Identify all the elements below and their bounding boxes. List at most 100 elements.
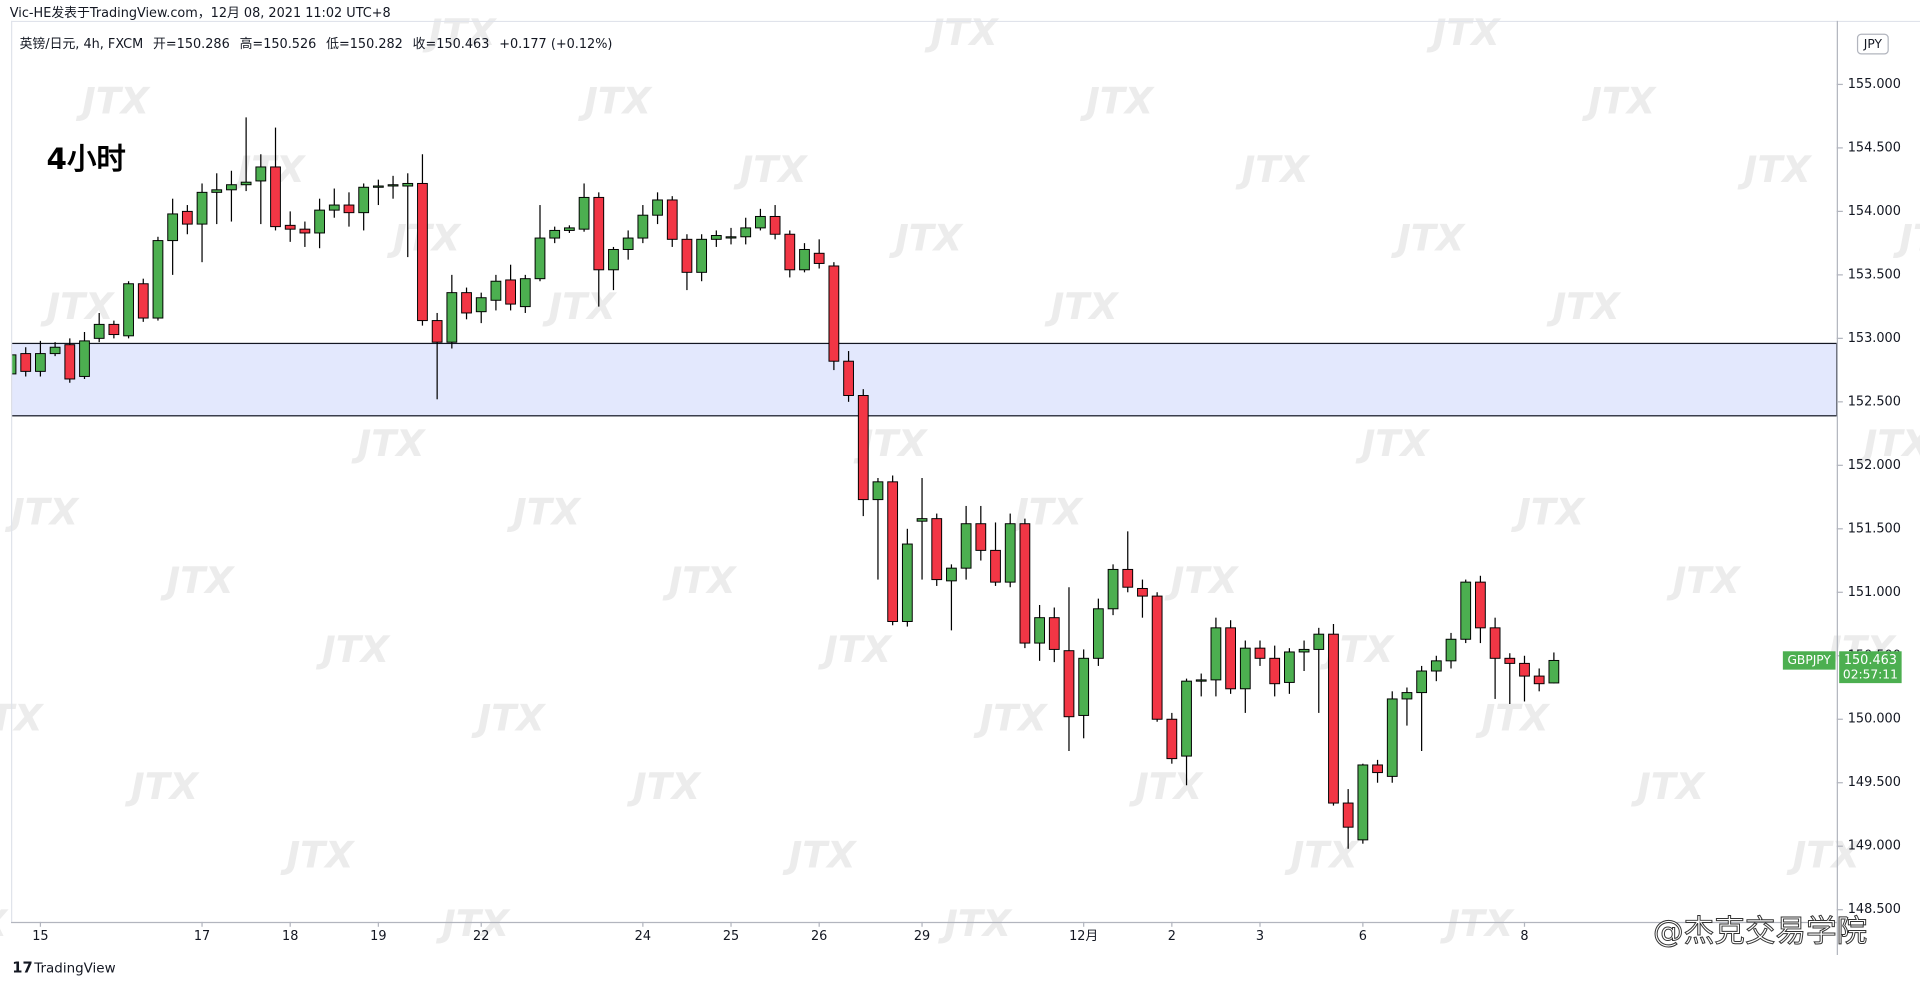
currency-box[interactable] [1856, 33, 1889, 55]
currency[interactable]: JPY [1863, 37, 1883, 51]
candle-body [1122, 568, 1134, 588]
watermark: JTX [888, 216, 964, 259]
y-tick-label: 154.000 [1848, 204, 1901, 219]
legend-item: 开= [153, 37, 177, 52]
candle-body [1078, 657, 1090, 716]
candle-body [1445, 638, 1457, 662]
y-tick-label: 151.500 [1848, 521, 1901, 536]
x-tick-label: 29 [914, 929, 930, 944]
candle-body [1372, 764, 1383, 774]
logo: 17 [12, 959, 32, 976]
watermark: JTX [422, 11, 498, 54]
candle-body [240, 181, 252, 186]
brand: TradingView [33, 961, 115, 976]
x-tick-label: 19 [370, 929, 386, 944]
candle-body [857, 394, 869, 501]
y-tick-label: 155.000 [1848, 77, 1901, 92]
watermark: JTX [351, 422, 427, 465]
candle-body [740, 227, 752, 238]
x-tick-label: 15 [32, 929, 48, 944]
candle-body [710, 235, 722, 240]
candle-body [1034, 617, 1045, 644]
candle-body [152, 240, 164, 319]
x-tick-label: 22 [473, 929, 489, 944]
candle-body [1284, 651, 1295, 683]
watermark: JTX [1044, 285, 1120, 328]
watermarks: JTX JTX JTX JTX JTX JTX JTX JTX JTX JTX JTX JTX JTX J… [0, 11, 1920, 945]
y-tick-label: 152.500 [1848, 394, 1901, 409]
watermark: JTX [160, 559, 236, 602]
candle-body [1048, 617, 1060, 650]
candle-body [1328, 633, 1339, 804]
candle-body [35, 353, 46, 372]
candle-body [167, 213, 179, 242]
x-tick-label: 2 [1168, 929, 1176, 944]
legend-item: 150.286 [177, 37, 230, 52]
candle-body [402, 182, 414, 187]
candle-body [1548, 659, 1560, 684]
candle-body [784, 233, 796, 271]
x-tick-label: 3 [1256, 929, 1264, 944]
watermark: JTX [626, 765, 702, 808]
candle-body [461, 292, 472, 314]
candle-body [1475, 581, 1486, 629]
candle-body [93, 323, 105, 339]
y-tick-label: 149.000 [1848, 839, 1901, 854]
candle-body [299, 228, 311, 234]
watermark: JTX [1737, 148, 1813, 191]
candle-body [1092, 608, 1104, 659]
watermark: JTX [1475, 696, 1551, 739]
annotation: 4小时 [47, 142, 126, 176]
candle-body [1181, 680, 1192, 757]
candle-body [343, 204, 355, 214]
legend-item: 高= [240, 36, 264, 52]
y-tick-label: 154.500 [1848, 140, 1901, 155]
candle-body [387, 184, 399, 187]
watermark: JTX [973, 696, 1049, 739]
candle-body [1019, 523, 1031, 644]
watermark: JTX [1235, 148, 1311, 191]
candle-body [328, 204, 340, 211]
watermark: JTX [1666, 559, 1742, 602]
x-tick-label: 6 [1359, 929, 1367, 944]
candle-body [1269, 657, 1281, 685]
watermark: JTX [124, 765, 200, 808]
watermark: JTX [471, 696, 547, 739]
legend-item: 150.463 [436, 37, 489, 52]
x-tick-label: 26 [811, 929, 827, 944]
candle-body [960, 523, 972, 569]
watermark: JTX [1079, 79, 1155, 122]
candle-body [1386, 698, 1398, 777]
watermark: JTX [4, 491, 80, 534]
y-tick-label: 148.500 [1848, 902, 1901, 917]
candle-body [872, 481, 884, 501]
candle-body [1401, 692, 1413, 700]
candle-body [1254, 647, 1266, 659]
candle-body [534, 237, 546, 280]
candle-body [622, 237, 634, 250]
candle-body [1519, 662, 1530, 677]
watermark: JTX [315, 628, 391, 671]
watermark: JTX [1630, 765, 1706, 808]
candle-body [1504, 657, 1516, 664]
candle-body [137, 283, 149, 319]
watermark: JTX [1426, 11, 1502, 54]
watermark: JTX [1284, 834, 1360, 877]
price-tag [1839, 651, 1902, 684]
candle-body [490, 280, 502, 301]
candle-body [975, 523, 987, 551]
candle-body [549, 229, 561, 239]
x-tick-label: 8 [1520, 929, 1528, 944]
candle-body [593, 196, 605, 271]
watermark: JTX [542, 285, 618, 328]
candle-body [1460, 581, 1472, 640]
x-tick-label: 18 [282, 929, 298, 944]
candle-body [578, 196, 590, 230]
y-tick-label: 151.000 [1848, 585, 1901, 600]
candle-body [226, 184, 237, 191]
candle-body [49, 346, 61, 355]
watermark: JTX [0, 902, 9, 945]
watermark: JTX [817, 628, 893, 671]
